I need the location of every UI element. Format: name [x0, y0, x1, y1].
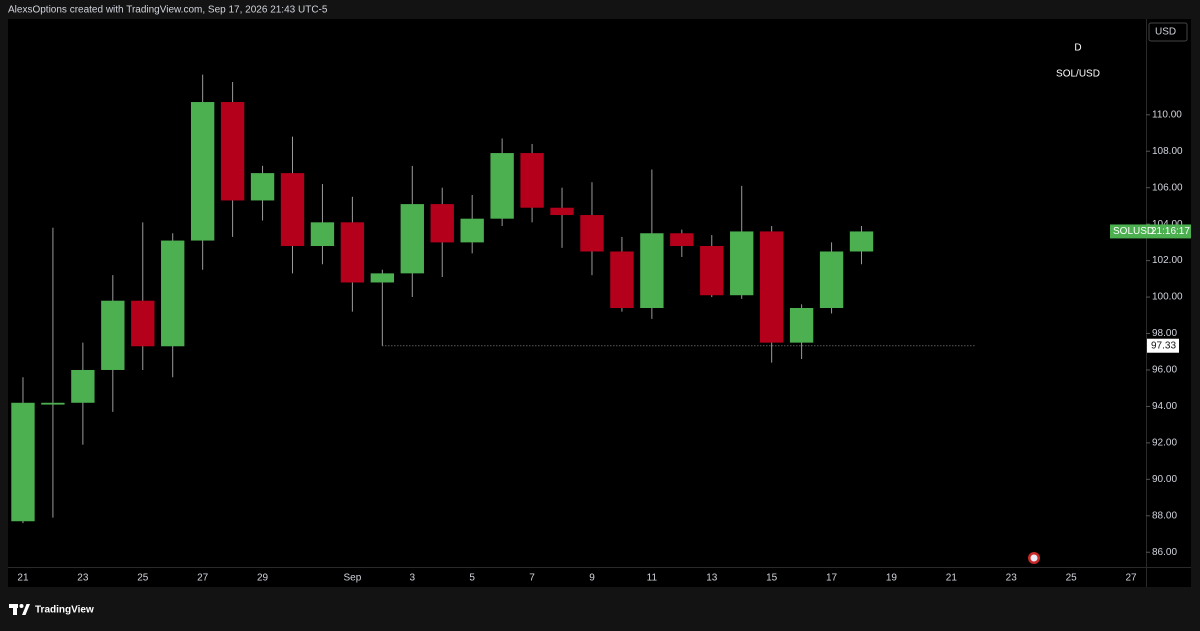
candle-body [71, 369, 95, 403]
candle-body [131, 300, 155, 347]
candle-body [849, 231, 874, 252]
candle-body [250, 173, 275, 201]
x-tick-label: 21 [946, 573, 958, 584]
y-tick-label: 88.00 [1152, 510, 1177, 521]
candle-body [280, 173, 305, 247]
candle-body [550, 207, 574, 216]
x-tick-label: 27 [197, 573, 209, 584]
x-tick-label: 5 [469, 573, 475, 584]
y-tick-label: 96.00 [1152, 365, 1177, 376]
y-tick-label: 92.00 [1152, 438, 1177, 449]
x-tick-label: Sep [343, 573, 361, 584]
interval: D [1074, 43, 1081, 54]
y-tick-label: 90.00 [1152, 474, 1177, 485]
logo-part [13, 604, 17, 615]
price-line-box [1147, 338, 1179, 353]
candle-body [700, 246, 724, 296]
candle-body [819, 251, 844, 308]
header: AlexsOptions created with TradingView.co… [8, 5, 328, 16]
candle-body [670, 233, 694, 247]
brand: TradingView [35, 605, 94, 616]
candle-body [759, 231, 784, 343]
candle-body [340, 222, 365, 283]
candle-body [161, 240, 185, 347]
x-tick-label: 17 [826, 573, 838, 584]
x-tick-label: 9 [589, 573, 595, 584]
candle-body [11, 402, 35, 522]
candle-body [640, 233, 664, 308]
y-tick-label: 108.00 [1152, 146, 1183, 157]
logo-part [22, 604, 30, 615]
event-icon [1030, 554, 1038, 562]
candle-body [220, 102, 245, 201]
y-tick-label: 104.00 [1152, 219, 1183, 230]
y-tick-label: 98.00 [1152, 328, 1177, 339]
price-axis-area [1147, 19, 1191, 587]
x-tick-label: 23 [77, 573, 89, 584]
x-tick-label: 19 [886, 573, 898, 584]
x-tick-label: 29 [257, 573, 269, 584]
x-tick-label: 7 [529, 573, 535, 584]
x-tick-label: 25 [1066, 573, 1078, 584]
x-tick-label: 21 [17, 573, 29, 584]
logo-part [19, 604, 24, 608]
y-tick-label: 106.00 [1152, 182, 1183, 193]
candle-body [789, 307, 814, 343]
candle-body [370, 273, 395, 283]
x-tick-label: 13 [706, 573, 718, 584]
last-symbol: SOLUSD [1113, 226, 1154, 237]
y-tick-label: 100.00 [1152, 292, 1183, 303]
x-tick-label: 11 [647, 573, 658, 584]
candle-body [460, 218, 484, 243]
candle-body [430, 204, 454, 243]
candle-body [101, 300, 125, 370]
candle-body [41, 402, 65, 405]
countdown: 21:16:17 [1151, 226, 1190, 237]
y-tick-label: 94.00 [1152, 401, 1177, 412]
y-tick-label: 86.00 [1152, 547, 1177, 558]
x-tick-label: 3 [410, 573, 416, 584]
candle-body [490, 153, 514, 219]
candle-body [400, 204, 424, 274]
candle-body [310, 222, 335, 247]
brand-logo [9, 604, 30, 615]
currency-box [1148, 22, 1188, 42]
x-tick-label: 15 [766, 573, 778, 584]
x-tick-label: 23 [1006, 573, 1018, 584]
x-axis-area [8, 567, 1146, 587]
x-tick-label: 25 [137, 573, 149, 584]
currency: USD [1155, 27, 1176, 38]
candle-body [520, 153, 544, 208]
last-tag [1110, 224, 1191, 239]
candle-body [730, 231, 754, 296]
candle-body [580, 215, 604, 252]
symbol: SOL/USD [1056, 69, 1100, 80]
price-line-label: 97.33 [1151, 340, 1176, 351]
y-tick-label: 102.00 [1152, 255, 1183, 266]
candle-body [610, 251, 634, 308]
y-tick-label: 110.00 [1152, 109, 1182, 120]
candle-body [190, 102, 215, 241]
x-tick-label: 27 [1125, 573, 1137, 584]
